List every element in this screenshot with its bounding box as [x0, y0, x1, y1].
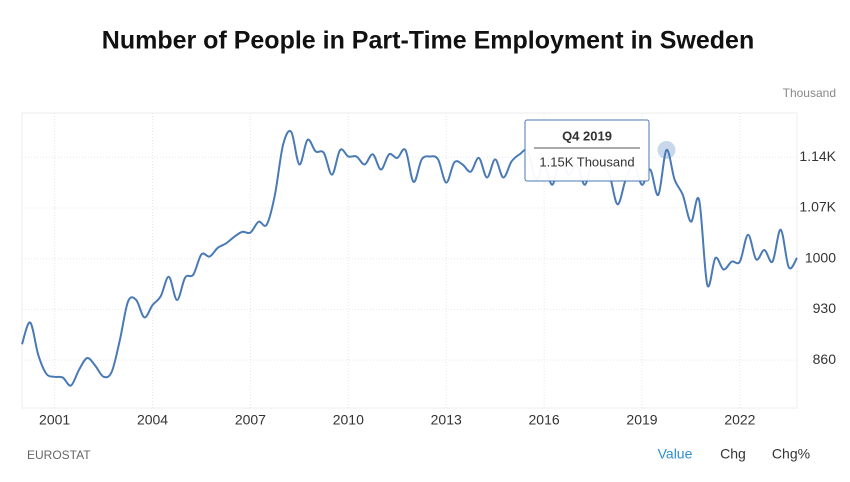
x-tick-label: 2010	[333, 412, 364, 428]
source: EUROSTAT	[27, 448, 91, 462]
line	[21, 130, 798, 387]
hover-point	[657, 140, 676, 159]
y-tick-label: 1.14K	[799, 148, 836, 164]
chart-title: Number of People in Part-Time Employment…	[102, 27, 754, 55]
tab[interactable]: Chg%	[772, 446, 810, 462]
x-tick-label: 2019	[626, 412, 657, 428]
x-tick-label: 2013	[431, 412, 462, 428]
y-tick-label: 860	[813, 351, 837, 367]
tooltip-box	[524, 119, 650, 182]
y-tick-label: 1.07K	[799, 199, 836, 215]
tooltip-title: Q4 2019	[562, 128, 612, 143]
unit-label: Thousand	[783, 86, 836, 100]
plot-frame	[21, 112, 798, 409]
x-tick-label: 2022	[724, 412, 755, 428]
x-tick-label: 2007	[235, 412, 266, 428]
y-tick-label: 930	[813, 300, 837, 316]
x-tick-label: 2016	[529, 412, 560, 428]
y-tick-label: 1000	[805, 249, 836, 265]
tooltip-text: 1.15K Thousand	[539, 154, 634, 169]
x-tick-label: 2001	[39, 412, 70, 428]
tab[interactable]: Value	[658, 446, 693, 462]
tab[interactable]: Chg	[720, 446, 746, 462]
x-tick-label: 2004	[137, 412, 168, 428]
